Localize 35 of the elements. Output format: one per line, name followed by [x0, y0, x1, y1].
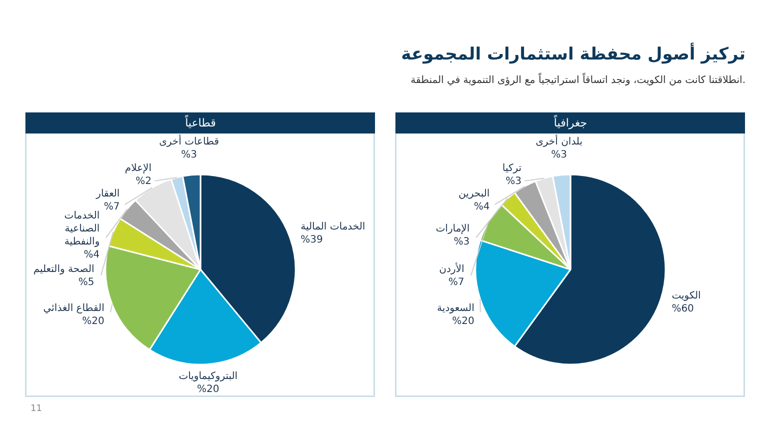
slice-label: الخدمات الصناعية والنفطية: [64, 210, 100, 248]
slice-label: العقار: [95, 188, 120, 200]
data-label: %4: [474, 201, 490, 212]
data-label: %60: [672, 303, 694, 314]
data-label: %7: [448, 276, 464, 288]
slice-label: السعودية: [437, 303, 474, 314]
data-label: %3: [551, 149, 567, 160]
slice-label: الإمارات: [436, 224, 470, 235]
slice-label: البحرين: [458, 188, 490, 200]
data-label: %4: [84, 250, 100, 261]
slice-label: الكويت: [672, 290, 701, 302]
slice-label: الإعلام: [124, 163, 152, 174]
slice-label: القطاع الغذائي: [43, 303, 104, 314]
slice-label: بلدان أخرى: [536, 134, 583, 148]
data-label: %20: [452, 316, 474, 328]
chart-title: قطاعياً: [184, 114, 216, 130]
data-label: %2: [136, 176, 152, 188]
text: انطلاقتنا كانت من الكويت، ونجد اتساقاً استراتيجياً مع الرؤى التنموية في المنطقة.: [410, 72, 746, 86]
slice-label: الصحة والتعليم: [33, 264, 94, 275]
text: تركيز أصول محفظة استثمارات المجموعة: [401, 42, 746, 64]
text: 11: [30, 404, 42, 414]
chart-title: جغرافياً: [554, 114, 588, 130]
slice-label: الخدمات المالية: [300, 221, 366, 232]
slice-label: تركيا: [502, 163, 522, 174]
data-label: %7: [104, 201, 120, 212]
data-label: %20: [82, 316, 104, 328]
data-label: %3: [181, 149, 197, 160]
data-label: %5: [78, 276, 94, 288]
data-label: %3: [506, 176, 522, 188]
slice-label: البتروكيماويات: [178, 371, 238, 382]
data-label: %20: [197, 384, 220, 395]
slice-label: الأردن: [439, 262, 464, 275]
data-label: %39: [300, 234, 323, 246]
slice-label: قطاعات أخرى: [159, 134, 220, 148]
data-label: %3: [454, 236, 470, 248]
